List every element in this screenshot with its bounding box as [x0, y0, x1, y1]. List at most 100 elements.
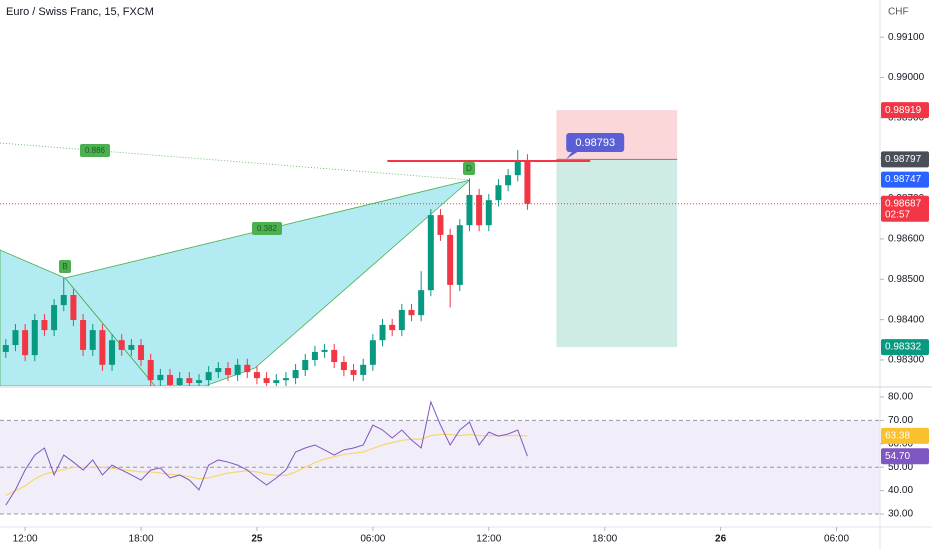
- pattern-label: 0.382: [257, 224, 278, 233]
- price-tag-bg: [881, 171, 929, 188]
- pattern-xab: [0, 249, 156, 386]
- candle-body: [456, 225, 463, 285]
- rsi-ma-line: [5, 433, 528, 496]
- rsi-tag: 63.38: [885, 431, 910, 442]
- candle-body: [514, 160, 521, 176]
- y-tick-label: 0.98500: [888, 274, 925, 285]
- entry-price-tag-bg: [881, 151, 929, 168]
- candle-body: [12, 330, 19, 346]
- entry-price-tag: 0.98797: [885, 154, 922, 165]
- candle-body: [311, 351, 318, 360]
- candle-body: [234, 364, 241, 375]
- candle-body: [138, 345, 145, 360]
- y-tick-label: 0.99000: [888, 72, 925, 83]
- candle-body: [379, 324, 386, 341]
- candle-body: [244, 364, 251, 373]
- stop-price-tag-bg: [881, 102, 929, 119]
- target-price-tag-bg: [881, 339, 929, 356]
- x-tick-label: 06:00: [824, 534, 849, 545]
- candle-body: [408, 309, 415, 316]
- x-tick-label: 12:00: [476, 534, 501, 545]
- candle-body: [302, 359, 309, 371]
- candle-body: [427, 215, 434, 291]
- candle-body: [437, 215, 444, 235]
- y-tick-label: 80.00: [888, 392, 913, 403]
- candle-body: [22, 330, 29, 356]
- candle-body: [466, 194, 473, 226]
- y-tick-label: 0.98600: [888, 234, 925, 245]
- candle-body: [495, 185, 502, 201]
- candle-body: [253, 372, 260, 379]
- target-zone: [556, 159, 678, 348]
- label-box: [252, 222, 282, 235]
- label-box: [463, 162, 475, 175]
- y-tick-label: 0.98300: [888, 355, 925, 366]
- candle-body: [195, 380, 202, 383]
- candle-body: [128, 345, 135, 350]
- label-box: [80, 144, 110, 157]
- candle-body: [31, 320, 38, 356]
- y-tick-label: 30.00: [888, 509, 913, 520]
- x-tick-label: 25: [251, 534, 263, 545]
- price-tag-bg: [881, 195, 929, 222]
- candle-body: [109, 340, 116, 365]
- candle-body: [118, 340, 125, 350]
- candle-body: [89, 330, 96, 350]
- candle-body: [524, 160, 531, 204]
- x-tick-label: 18:00: [592, 534, 617, 545]
- candle-body: [321, 349, 328, 352]
- candle-body: [476, 194, 483, 226]
- candle-body: [273, 380, 280, 383]
- candle-body: [80, 320, 87, 350]
- y-tick-label: 70.00: [888, 415, 913, 426]
- pattern-bd-line: [64, 179, 471, 279]
- candle-body: [60, 295, 67, 306]
- pattern: [0, 142, 471, 386]
- candle-body: [51, 305, 58, 331]
- pattern-bcd: [64, 179, 471, 386]
- pattern-xd-line: [0, 142, 471, 181]
- candle-body: [331, 349, 338, 362]
- candle-body: [360, 364, 367, 375]
- callout-label: 0.98793: [575, 137, 615, 149]
- candle-body: [215, 368, 222, 373]
- candle-body: [157, 374, 164, 381]
- pattern-label: D: [466, 164, 472, 173]
- x-tick-label: 18:00: [129, 534, 154, 545]
- candle-body: [282, 378, 289, 381]
- candle-body: [224, 368, 231, 375]
- chart-title: Euro / Swiss Franc, 15, FXCM: [6, 6, 154, 18]
- y-tick-label: 60.00: [888, 438, 913, 449]
- rsi-tag: 54.70: [885, 451, 910, 462]
- price-tag: 0.98747: [885, 174, 922, 185]
- candle-body: [186, 378, 193, 383]
- callout-box: [566, 133, 625, 153]
- candle-body: [292, 370, 299, 379]
- x-tick-label: 12:00: [13, 534, 38, 545]
- stop-price-tag: 0.98919: [885, 105, 922, 116]
- rsi-pane: [0, 400, 880, 515]
- y-tick-label: 0.99100: [888, 32, 925, 43]
- candle-body: [369, 340, 376, 365]
- candle-body: [485, 200, 492, 226]
- axis-unit: CHF: [888, 7, 909, 18]
- pattern-label: 0.886: [85, 146, 106, 155]
- countdown: 02:57: [885, 209, 910, 220]
- candle-body: [350, 370, 357, 375]
- candle-body: [205, 372, 212, 381]
- candle-body: [389, 324, 396, 331]
- target-price-tag: 0.98332: [885, 342, 922, 353]
- candle-body: [447, 234, 454, 285]
- pattern-label: B: [62, 262, 67, 271]
- rsi-tag-bg: [881, 427, 929, 444]
- rsi-tag-bg: [881, 448, 929, 465]
- y-tick-label: 40.00: [888, 485, 913, 496]
- rsi-line: [5, 400, 528, 506]
- candle-body: [41, 320, 48, 331]
- candle-body: [418, 290, 425, 316]
- y-tick-label: 50.00: [888, 462, 913, 473]
- label-box: [59, 260, 71, 273]
- candle-body: [147, 359, 154, 381]
